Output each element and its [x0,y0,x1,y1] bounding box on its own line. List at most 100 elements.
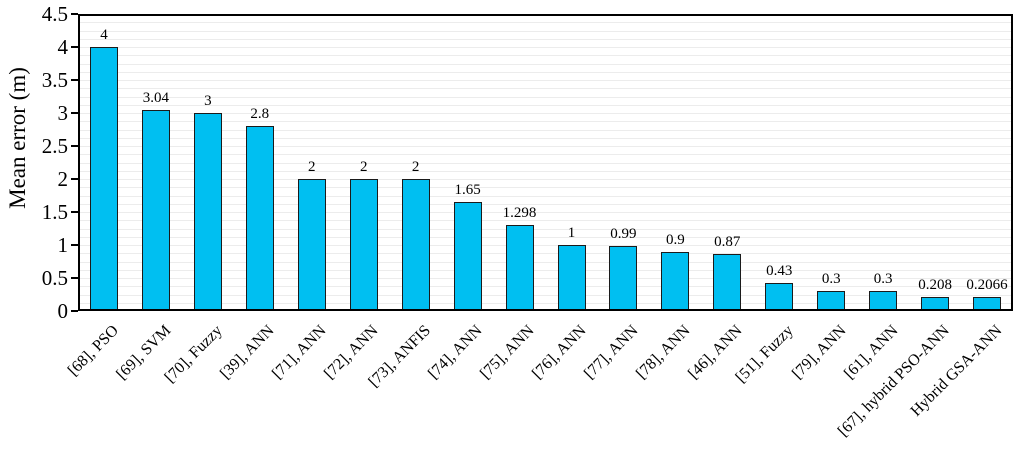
bar [869,291,898,311]
minor-gridline [78,195,1013,197]
bar [765,282,794,311]
bar [609,245,638,311]
minor-gridline [78,55,1013,57]
minor-gridline [78,203,1013,205]
minor-gridline [78,63,1013,65]
bar [557,245,586,311]
y-axis-title: Mean error (m) [5,67,30,209]
y-tick-label: 4.5 [41,2,68,26]
minor-gridline [78,96,1013,98]
bar-value-label: 2.8 [250,106,270,123]
minor-gridline [78,121,1013,123]
minor-gridline [78,245,1013,246]
bar [90,47,118,311]
x-category-label: [76], ANN [529,322,590,383]
bar [505,225,534,311]
minor-gridline [78,137,1013,139]
bar-value-label: 0.43 [766,262,793,279]
minor-gridline [78,228,1013,230]
bar-value-label: 2 [411,159,420,175]
minor-gridline [78,294,1013,296]
minor-gridline [78,179,1013,180]
bar-value-label: 2 [308,159,316,175]
x-category-label: Hybrid GSA-ANN [907,322,1006,420]
minor-gridline [78,129,1013,131]
bar-value-label: 2 [359,159,368,175]
bar [141,110,170,311]
minor-gridline [78,269,1013,271]
bar-value-label: 0.3 [873,271,893,288]
minor-gridline [78,22,1013,24]
minor-gridline [78,187,1013,189]
y-tick-label: 3.5 [41,68,68,92]
bar [349,179,378,311]
minor-gridline [78,302,1013,304]
x-category-label: [78], ANN [633,322,694,383]
y-tick-label: 0 [57,299,69,323]
minor-gridline [78,146,1013,147]
bar-value-label: 3 [204,93,212,109]
minor-gridline [78,38,1013,40]
minor-gridline [78,220,1013,222]
bar-value-label: 0.3 [821,271,841,288]
bar-value-label: 3.04 [142,90,170,107]
y-tick-mark [71,211,78,213]
y-tick-mark [71,178,78,180]
y-tick-label: 2 [57,167,69,191]
bar-value-label: 1.298 [502,205,537,222]
bar-value-label: 0.208 [918,277,952,294]
bar [453,202,482,311]
bar [713,253,742,311]
minor-gridline [78,286,1013,288]
bar-value-label: 0.87 [714,233,741,250]
y-tick-mark [71,145,78,147]
x-category-label: [71], ANN [269,322,330,383]
minor-gridline [78,261,1013,263]
y-tick-label: 3 [57,101,69,125]
minor-gridline [78,30,1013,32]
y-tick-label: 2.5 [41,134,68,158]
y-tick-mark [71,13,78,15]
bar [973,297,1001,311]
bar-value-label: 1.65 [454,182,481,199]
bar-value-label: 0.9 [666,231,685,248]
y-tick-mark [71,79,78,81]
bar [297,179,326,311]
minor-gridline [78,71,1013,73]
minor-gridline [78,104,1013,106]
bar [921,297,950,311]
minor-gridline [78,47,1013,48]
minor-gridline [78,253,1013,255]
minor-gridline [78,170,1013,172]
bar-value-label: 0.99 [610,225,637,242]
bar [817,291,846,311]
minor-gridline [78,278,1013,279]
minor-gridline [78,80,1013,81]
x-category-label: [39], ANN [217,322,278,383]
x-category-label: [79], ANN [788,322,850,383]
x-category-label: [77], ANN [581,322,642,383]
bar-value-label: 4 [100,27,108,43]
x-category-label: [75], ANN [477,322,538,383]
minor-gridline [78,154,1013,156]
y-tick-label: 0.5 [41,266,68,290]
y-tick-mark [71,244,78,246]
bar-value-label: 1 [567,225,576,241]
y-tick-mark [71,277,78,279]
x-category-label: [74], ANN [425,322,486,383]
y-tick-label: 4 [57,35,69,59]
minor-gridline [78,113,1013,114]
bar-value-label: 0.2066 [966,277,1008,294]
minor-gridline [78,212,1013,213]
y-tick-label: 1.5 [41,200,68,224]
minor-gridline [78,88,1013,90]
bar [401,179,430,311]
bar [661,251,690,311]
y-tick-mark [71,46,78,48]
y-tick-label: 1 [57,233,69,257]
minor-gridline [78,162,1013,164]
bar [193,113,222,311]
plot-area: 4 3.04 3 2.8 2 2 2 1.65 1.298 1 0.99 0.9 0.87 0.43 0.3… [78,14,1013,311]
minor-gridline [78,236,1013,238]
